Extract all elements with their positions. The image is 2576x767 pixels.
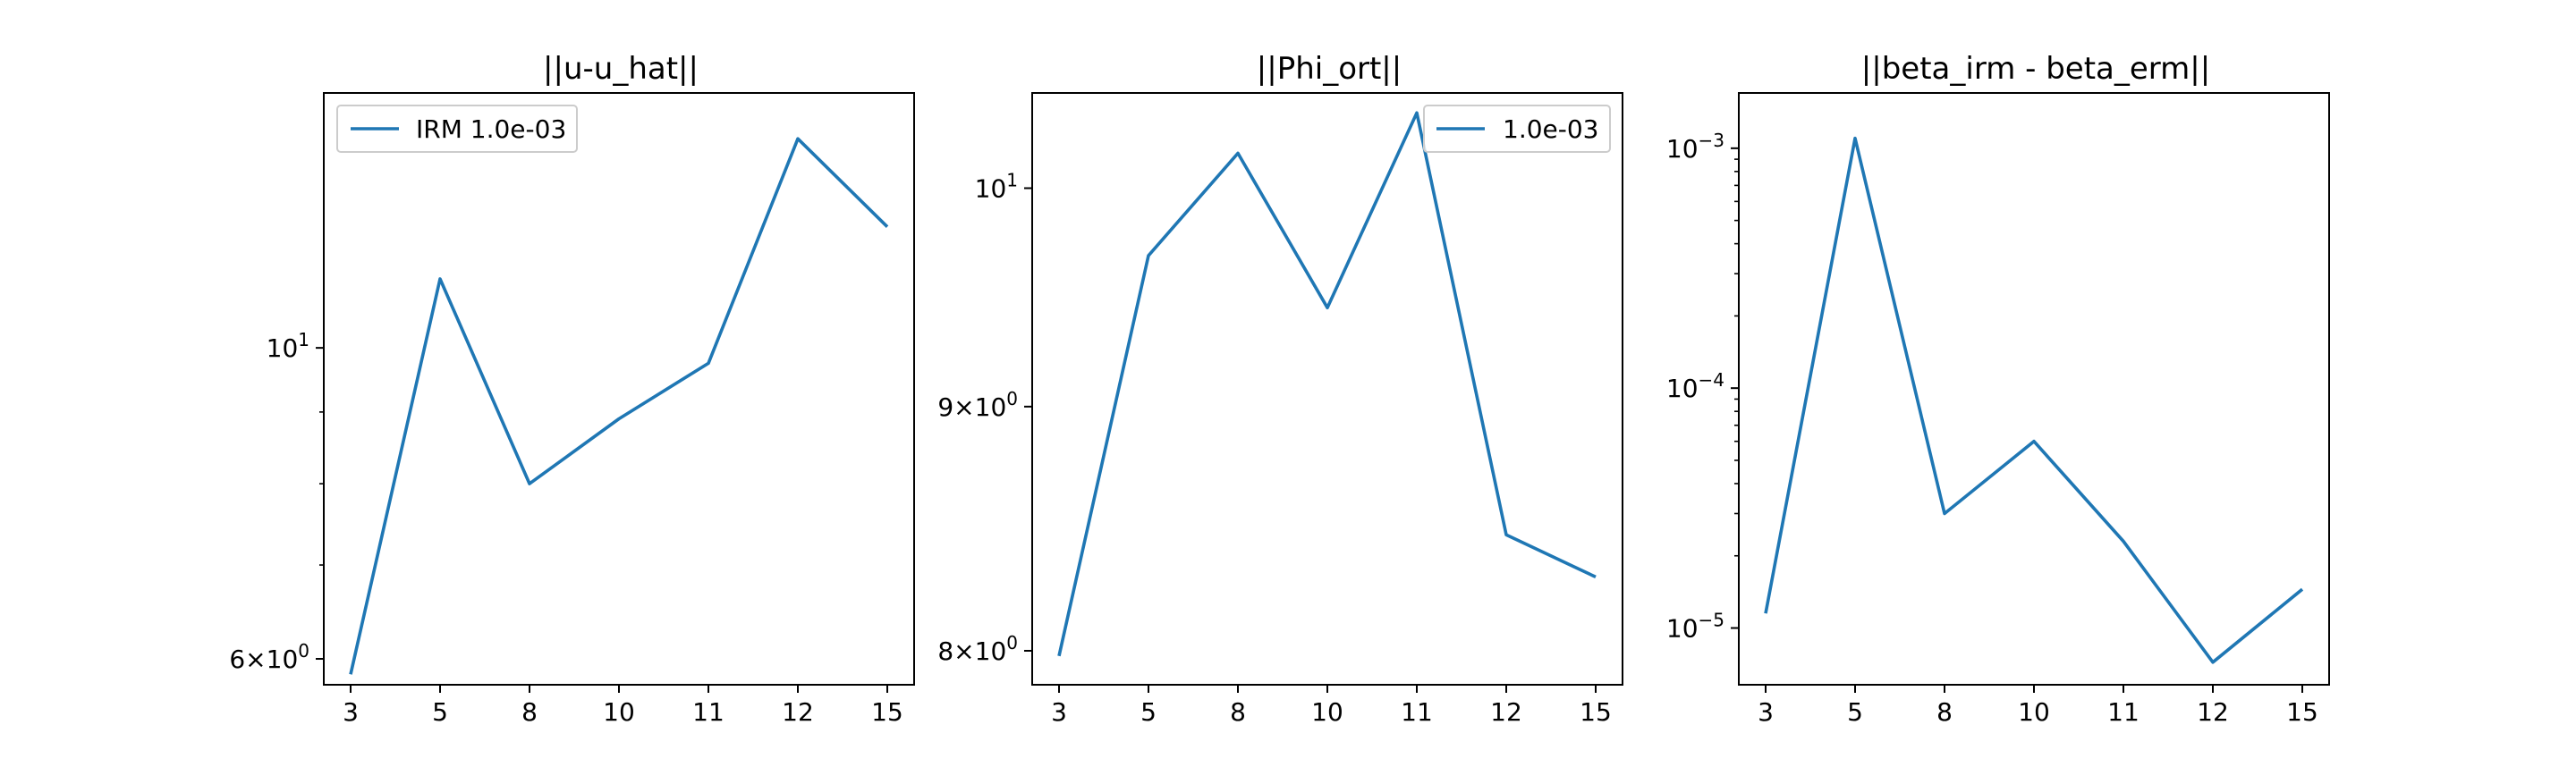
y-tick-label: 8×100: [937, 632, 1018, 666]
subplot-marks: 3 5 8 10 11 12 15 6×100 101: [229, 137, 903, 727]
legend-box: [1423, 105, 1611, 153]
x-tick-label: 3: [343, 697, 359, 727]
x-tick-label: 10: [603, 697, 635, 727]
x-tick-label: 11: [692, 697, 724, 727]
y-tick-label: 9×100: [937, 388, 1018, 422]
subplot-beta-diff: ||beta_irm - beta_erm|| 3 5 8 10 11 12 1510−51…: [1666, 51, 2330, 727]
subplot-u-error: ||u-u_hat|| 3 5 8 10 11 12 15 6×100 101 IRM 1.0e…: [229, 51, 915, 727]
x-tick-label: 5: [1847, 697, 1863, 727]
x-tick-label: 12: [2197, 697, 2229, 727]
legend: IRM 1.0e-03: [336, 105, 578, 153]
axes-frame: [1031, 92, 1623, 686]
x-tick-label: 8: [1230, 697, 1246, 727]
x-tick-label: 15: [1580, 697, 1612, 727]
x-tick-label: 12: [1490, 697, 1522, 727]
legend-label: 1.0e-03: [1503, 114, 1599, 144]
legend-label: IRM 1.0e-03: [416, 114, 566, 144]
x-tick-label: 15: [871, 697, 903, 727]
x-tick-label: 5: [432, 697, 448, 727]
subplot-title: ||beta_irm - beta_erm||: [1861, 51, 2210, 87]
y-tick-label: 6×100: [229, 640, 309, 674]
axes-frame: [1738, 92, 2330, 686]
legend: 1.0e-03: [1423, 105, 1611, 153]
x-tick-label: 8: [1936, 697, 1953, 727]
x-tick-label: 11: [2107, 697, 2140, 727]
axes-frame: [323, 92, 915, 686]
x-tick-label: 12: [782, 697, 814, 727]
x-tick-label: 5: [1140, 697, 1157, 727]
x-tick-label: 15: [2286, 697, 2318, 727]
x-tick-label: 10: [1311, 697, 1343, 727]
x-tick-label: 8: [521, 697, 538, 727]
series-line: [349, 137, 889, 675]
y-tick-label: 101: [267, 329, 309, 363]
x-tick-label: 11: [1401, 697, 1433, 727]
x-tick-label: 3: [1051, 697, 1067, 727]
series-line: [1057, 111, 1597, 657]
x-tick-label: 3: [1758, 697, 1774, 727]
subplot-title: ||u-u_hat||: [543, 51, 699, 87]
x-tick-label: 10: [2018, 697, 2050, 727]
legend-box: [336, 105, 578, 153]
subplot-title: ||Phi_ort||: [1257, 51, 1402, 87]
series-line: [1764, 136, 2304, 664]
